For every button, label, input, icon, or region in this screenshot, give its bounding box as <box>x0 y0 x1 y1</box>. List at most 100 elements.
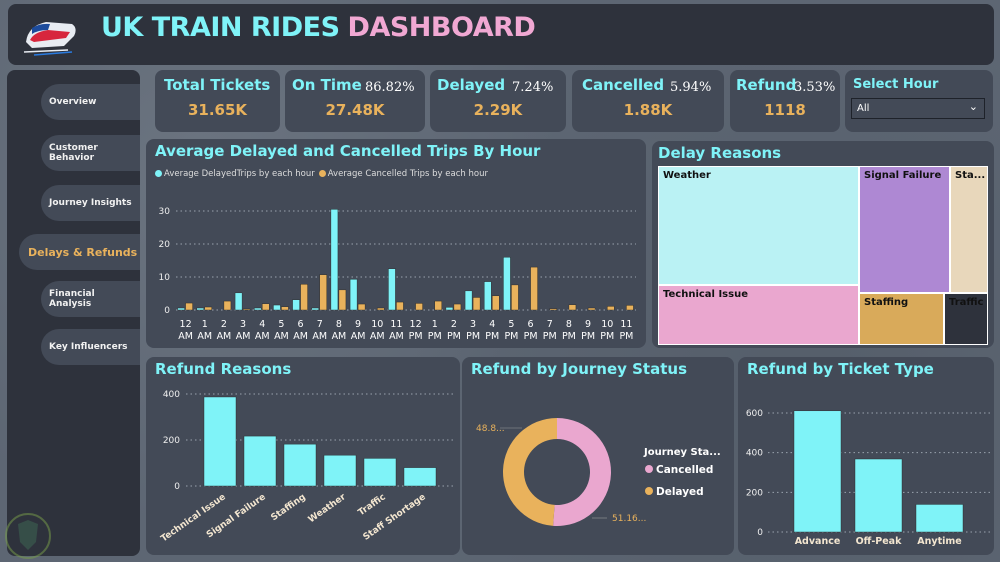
hourly-trips-chart: Average Delayed and Cancelled Trips By H… <box>146 139 646 348</box>
bar-staff-shortage <box>403 467 437 487</box>
kpi-label: Cancelled <box>582 76 665 94</box>
treemap-tile-staff-shortage[interactable]: Sta... <box>950 166 988 293</box>
bar-cancelled-3-pm <box>472 297 481 311</box>
donut-slice-delayed <box>503 418 557 526</box>
x-tick-label: 9 <box>585 319 591 330</box>
chevron-down-icon: ⌄ <box>968 100 978 113</box>
x-tick-label: 2 <box>221 319 227 330</box>
bar-delayedtrips-3-am <box>234 292 243 311</box>
tile-label: Traffic <box>949 297 984 308</box>
x-tick-label: 6 <box>298 319 304 330</box>
nav-key-influencers[interactable]: Key Influencers <box>41 329 140 365</box>
journey-status-donut: 48.8... 51.16... Journey Sta... Cancelled De… <box>476 418 721 526</box>
title-part-2: DASHBOARD <box>347 12 536 43</box>
x-tick-label: AM <box>332 331 347 342</box>
x-tick-label: PM <box>504 331 518 342</box>
x-tick-label: PM <box>409 331 423 342</box>
tile-label: Signal Failure <box>864 170 942 181</box>
bar-cancelled-6-am <box>300 284 308 311</box>
tile-label: Technical Issue <box>663 289 748 300</box>
legend-item-delayed[interactable]: Average DelayedTrips by each hour <box>155 169 315 179</box>
treemap-tile-technical-issue[interactable]: Technical Issue <box>658 285 859 345</box>
bar-delayedtrips-6-am <box>292 299 300 311</box>
nav-label: Financial Analysis <box>49 289 95 309</box>
title-part-1: UK TRAIN RIDES <box>101 12 340 43</box>
bar-delayedtrips-5-pm <box>503 256 511 311</box>
bar-cancelled-5-pm <box>511 284 519 311</box>
legend-label-delayed: Delayed <box>656 486 704 498</box>
y-tick-label: 200 <box>746 488 763 498</box>
bar-delayedtrips-4-pm <box>484 281 492 311</box>
y-tick-label: 0 <box>164 306 170 316</box>
y-tick-label: 600 <box>746 409 763 419</box>
x-tick-label: 8 <box>336 319 342 330</box>
hour-slicer: Select Hour All ⌄ <box>845 70 993 132</box>
treemap-tile-traffic[interactable]: Traffic <box>944 293 988 345</box>
bar-cancelled-7-pm <box>549 308 557 311</box>
kpi-cancelled: Cancelled 5.94% 1.88K <box>572 70 724 132</box>
bar-advance <box>793 410 842 533</box>
chart-title: Refund Reasons <box>155 360 292 378</box>
page-title: UK TRAIN RIDES DASHBOARD <box>101 12 536 43</box>
nav-delays-refunds[interactable]: Delays & Refunds <box>19 234 140 270</box>
x-tick-label: AM <box>351 331 366 342</box>
x-tick-label: AM <box>293 331 308 342</box>
kpi-percent: 3.53% <box>794 80 836 95</box>
nav-journey-insights[interactable]: Journey Insights <box>41 185 140 221</box>
x-tick-label: 5 <box>508 319 514 330</box>
bar-cancelled-5-am <box>281 306 289 311</box>
hourly-chart-plot: 010203012AM1AM2AM3AM4AM5AM6AM7AM8AM9AM10… <box>159 207 636 342</box>
y-tick-label: 400 <box>746 449 763 459</box>
donut-slice-cancelled <box>553 418 611 526</box>
legend-dot <box>318 170 326 177</box>
x-tick-label: Technical Issue <box>159 492 227 544</box>
treemap-tile-signal-failure[interactable]: Signal Failure <box>859 166 950 293</box>
nav-customer-behavior[interactable]: Customer Behavior <box>41 135 140 171</box>
kpi-value: 27.48K <box>325 101 385 119</box>
bar-anytime <box>915 504 964 533</box>
x-tick-label: 4 <box>259 319 265 330</box>
bar-delayedtrips-1-am <box>196 307 204 311</box>
bar-cancelled-12-am <box>185 302 193 311</box>
legend-dot <box>645 465 653 473</box>
nav-overview[interactable]: Overview <box>41 84 140 120</box>
x-tick-label: PM <box>447 331 461 342</box>
bar-cancelled-11-am <box>396 301 404 311</box>
legend-item-cancelled[interactable]: Average Cancelled Trips by each hour <box>318 169 488 179</box>
bar-cancelled-12-pm <box>415 303 423 311</box>
x-tick-label: 5 <box>278 319 284 330</box>
bar-delayedtrips-5-am <box>273 304 281 311</box>
nav-financial-analysis[interactable]: Financial Analysis <box>41 281 140 317</box>
tile-label: Sta... <box>955 170 986 181</box>
x-tick-label: Advance <box>795 536 841 547</box>
bar-delayedtrips-7-am <box>311 307 319 311</box>
delay-reasons-treemap: Delay Reasons Weather Technical Issue Si… <box>652 141 994 348</box>
legend-title: Journey Sta... <box>643 447 721 458</box>
treemap-tile-weather[interactable]: Weather <box>658 166 859 285</box>
slicer-label: Select Hour <box>853 77 939 92</box>
x-tick-label: Traffic <box>357 492 388 518</box>
legend-label-cancelled: Cancelled <box>656 464 713 476</box>
x-tick-label: AM <box>217 331 232 342</box>
chart-title: Refund by Ticket Type <box>747 360 934 378</box>
x-tick-label: 11 <box>620 319 632 330</box>
x-tick-label: PM <box>466 331 480 342</box>
x-tick-label: AM <box>389 331 404 342</box>
y-tick-label: 0 <box>174 482 180 492</box>
hour-dropdown[interactable]: All ⌄ <box>851 98 985 119</box>
kpi-delayed: Delayed 7.24% 2.29K <box>430 70 566 132</box>
nav-label: Customer Behavior <box>49 143 98 163</box>
kpi-value: 1.88K <box>623 101 673 119</box>
treemap-tile-staffing[interactable]: Staffing <box>859 293 944 345</box>
legend-dot <box>645 487 653 495</box>
kpi-value: 1118 <box>764 101 806 119</box>
x-tick-label: Off-Peak <box>856 536 903 547</box>
kpi-percent: 86.82% <box>365 80 415 95</box>
bar-weather <box>323 454 357 487</box>
x-tick-label: PM <box>562 331 576 342</box>
train-icon <box>23 22 76 56</box>
x-tick-label: 11 <box>390 319 402 330</box>
bar-delayedtrips-8-am <box>330 209 339 311</box>
ticket-type-plot: 0 200 400 600 Advance Off-Peak Anytime <box>746 409 990 547</box>
kpi-value: 2.29K <box>473 101 523 119</box>
